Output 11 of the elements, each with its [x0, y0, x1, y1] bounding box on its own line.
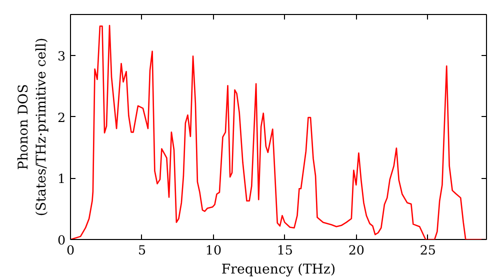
x-tick-label: 25: [420, 242, 436, 258]
x-tick-label: 5: [138, 242, 146, 258]
x-tick-label: 20: [348, 242, 364, 258]
y-tick-label: 2: [57, 110, 66, 125]
y-tick-label: 3: [57, 48, 66, 64]
x-axis-title: Frequency (THz): [221, 262, 336, 278]
y-axis-title: Phonon DOS (States/THz·primitive cell): [16, 38, 50, 216]
y-tick-label: 0: [57, 232, 66, 248]
x-tick-label: 10: [205, 242, 222, 258]
y-tick-label: 1: [57, 171, 66, 186]
x-tick-label: 15: [276, 242, 293, 258]
